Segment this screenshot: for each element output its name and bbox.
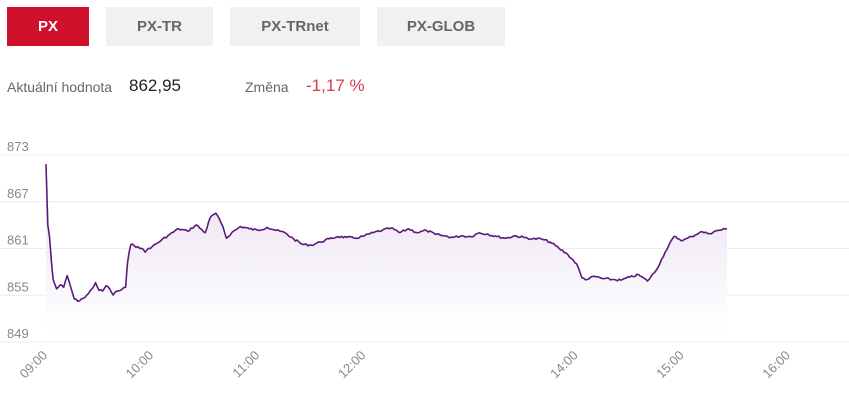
- y-tick-label: 873: [7, 139, 29, 154]
- x-tick-label: 10:00: [123, 348, 157, 382]
- tab-px-glob[interactable]: PX-GLOB: [377, 7, 505, 46]
- x-tick-label: 12:00: [335, 348, 369, 382]
- y-tick-label: 867: [7, 186, 29, 201]
- x-tick-label: 15:00: [653, 348, 687, 382]
- series-line: [45, 164, 728, 303]
- x-tick-label: 16:00: [759, 348, 793, 382]
- x-axis-ticks: 09:00 10:00 11:00 12:00 14:00 15:00 16:00: [17, 348, 794, 382]
- index-tabs: PX PX-TR PX-TRnet PX-GLOB: [7, 7, 505, 46]
- current-value: 862,95: [129, 76, 181, 95]
- x-tick-label: 14:00: [547, 348, 581, 382]
- y-tick-label: 849: [7, 326, 29, 341]
- x-tick-label: 09:00: [17, 348, 51, 382]
- y-tick-label: 855: [7, 279, 29, 294]
- change-label: Změna: [245, 79, 289, 95]
- tab-px-trnet[interactable]: PX-TRnet: [230, 7, 360, 46]
- tab-px-tr[interactable]: PX-TR: [106, 7, 213, 46]
- x-tick-label: 11:00: [229, 348, 262, 381]
- change-value: -1,17 %: [306, 76, 365, 95]
- series-path: [45, 164, 728, 303]
- tab-px[interactable]: PX: [7, 7, 89, 46]
- y-axis-ticks: 873 867 861 855 849: [7, 139, 29, 341]
- y-tick-label: 861: [7, 233, 29, 248]
- stats-bar: Aktuální hodnota 862,95 Změna -1,17 %: [7, 74, 607, 98]
- series-area: [46, 164, 727, 334]
- area-fill: [46, 164, 727, 334]
- current-value-label: Aktuální hodnota: [7, 79, 113, 95]
